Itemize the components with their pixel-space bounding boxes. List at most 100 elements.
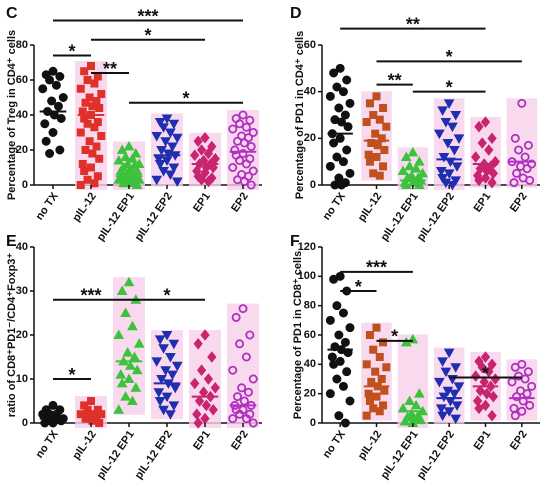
dot [245, 330, 255, 340]
dot [235, 119, 245, 129]
dot [440, 367, 452, 378]
dot [246, 141, 256, 151]
dot [168, 119, 180, 130]
significance-label: * [355, 277, 362, 297]
dot [477, 137, 487, 149]
significance-label: ** [103, 59, 117, 79]
dot [514, 145, 524, 155]
dot [377, 375, 386, 383]
dot [474, 174, 484, 187]
dot [334, 103, 344, 113]
dot [245, 115, 255, 125]
dot [76, 181, 85, 189]
dot [51, 80, 61, 90]
x-tick-label: EP2 [508, 191, 530, 215]
dot [345, 168, 355, 178]
dot [471, 151, 481, 163]
y-tick-label: 20 [16, 329, 28, 341]
dot [336, 117, 346, 127]
y-tick-label: 40 [304, 86, 316, 98]
dot [488, 390, 498, 403]
dot [235, 409, 245, 419]
dot [525, 400, 535, 410]
significance-label: * [482, 363, 489, 383]
dot [130, 382, 142, 392]
dot [474, 120, 484, 133]
dot [153, 388, 165, 398]
dot [345, 396, 355, 406]
dot [165, 353, 176, 363]
dot [380, 386, 389, 395]
dot [364, 389, 373, 398]
dot [443, 169, 455, 179]
y-tick-label: 60 [16, 74, 28, 86]
dot [158, 123, 169, 133]
dot [88, 416, 97, 425]
dot [510, 133, 520, 143]
x-tick-label: pIL-12 EP2 [133, 191, 175, 244]
dot [474, 402, 484, 415]
dot [329, 68, 339, 78]
dot [193, 135, 203, 148]
dot [238, 110, 248, 120]
dot [487, 132, 497, 145]
y-tick-label: 120 [298, 241, 316, 253]
dot [372, 92, 381, 101]
y-tick-label: 0 [22, 179, 28, 191]
y-tick-label: 60 [304, 39, 316, 51]
y-axis-label: Percentage of PD1 in CD4⁺ cells [294, 31, 306, 199]
dot [372, 323, 381, 332]
dot [190, 149, 200, 162]
dot [80, 167, 89, 175]
dot [190, 377, 200, 390]
dot [345, 98, 355, 108]
dot [434, 377, 445, 388]
dot [87, 397, 95, 405]
dot [437, 106, 448, 116]
dot [203, 175, 214, 188]
dot [116, 285, 128, 295]
dot [76, 128, 85, 137]
dot [453, 382, 465, 392]
dot [81, 146, 90, 154]
x-tick-label: no TX [33, 428, 61, 460]
dot [437, 174, 448, 184]
dot [329, 359, 339, 369]
x-tick-label: no TX [321, 428, 349, 460]
dot [372, 153, 381, 161]
x-tick-label: pIL-12 [70, 429, 98, 462]
dot [336, 180, 346, 190]
dot [207, 140, 217, 153]
dot [520, 152, 530, 162]
dot [115, 369, 127, 379]
dot [332, 152, 342, 162]
dot [487, 358, 497, 371]
dot [127, 320, 138, 331]
significance-label: *** [80, 286, 101, 306]
dot [375, 407, 384, 416]
dot [345, 323, 355, 333]
dot [450, 176, 462, 186]
dot [131, 179, 143, 189]
dot [343, 122, 353, 132]
dot [369, 345, 378, 354]
dot [171, 133, 183, 144]
dot [92, 142, 101, 151]
dot [230, 145, 240, 155]
significance-label: * [144, 26, 151, 46]
x-tick-label: no TX [33, 190, 61, 222]
dot [154, 118, 166, 128]
dot [228, 124, 238, 134]
dot [400, 151, 412, 161]
dot [241, 414, 251, 424]
dot [201, 399, 212, 412]
dot [55, 145, 65, 155]
dot [81, 414, 90, 423]
dot [120, 151, 131, 161]
dot [83, 405, 92, 414]
dot [235, 155, 245, 165]
dot [48, 66, 58, 76]
dot [475, 384, 485, 397]
x-tick-label: EP1 [191, 191, 213, 215]
dot [127, 395, 138, 405]
